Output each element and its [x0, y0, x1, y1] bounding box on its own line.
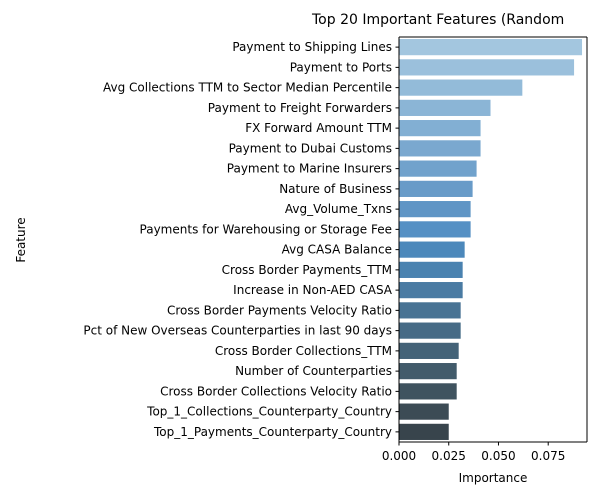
- y-tick-label: Nature of Business: [279, 182, 392, 196]
- y-tick-label: Cross Border Collections_TTM: [215, 344, 392, 358]
- bar-15: [399, 322, 461, 339]
- y-tick-label: Top_1_Payments_Counterparty_Country: [153, 425, 392, 439]
- y-tick-label: Avg_Volume_Txns: [285, 202, 392, 216]
- bar-19: [399, 403, 449, 420]
- y-tick-label: Payment to Ports: [290, 60, 392, 74]
- y-tick-label: Payment to Freight Forwarders: [208, 101, 392, 115]
- bar-16: [399, 342, 459, 359]
- y-tick-label: Payment to Shipping Lines: [232, 40, 392, 54]
- bar-14: [399, 302, 461, 319]
- y-tick-label: Number of Counterparties: [235, 364, 392, 378]
- x-tick-label: 0.000: [382, 449, 416, 463]
- bar-18: [399, 383, 457, 400]
- bar-10: [399, 221, 471, 238]
- x-tick-label: 0.075: [531, 449, 565, 463]
- bar-3: [399, 79, 523, 96]
- y-tick-label: FX Forward Amount TTM: [245, 121, 392, 135]
- bar-1: [399, 39, 583, 56]
- y-tick-label: Cross Border Payments Velocity Ratio: [167, 303, 392, 317]
- y-tick-label: Pct of New Overseas Counterparties in la…: [83, 324, 392, 338]
- bar-20: [399, 423, 449, 440]
- y-tick-label: Cross Border Collections Velocity Ratio: [160, 384, 392, 398]
- x-tick-label: 0.050: [481, 449, 515, 463]
- bar-13: [399, 282, 463, 299]
- y-tick-label: Avg Collections TTM to Sector Median Per…: [103, 81, 392, 95]
- y-tick-labels: Payment to Shipping Lines Payment to Port…: [83, 40, 399, 439]
- bar-9: [399, 201, 471, 218]
- bar-6: [399, 140, 481, 157]
- bar-11: [399, 241, 465, 258]
- bar-12: [399, 261, 463, 278]
- x-ticks: 0.000 0.025 0.050 0.075: [382, 442, 565, 463]
- y-axis-label: Feature: [14, 217, 28, 262]
- bars-layer: [399, 39, 583, 440]
- y-tick-label: Payments for Warehousing or Storage Fee: [140, 222, 392, 236]
- x-tick-label: 0.025: [432, 449, 466, 463]
- y-tick-label: Payment to Dubai Customs: [229, 141, 392, 155]
- y-tick-label: Top_1_Collections_Counterparty_Country: [146, 405, 392, 419]
- y-tick-label: Cross Border Payments_TTM: [222, 263, 392, 277]
- y-tick-label: Increase in Non-AED CASA: [233, 283, 393, 297]
- bar-7: [399, 160, 477, 177]
- bar-17: [399, 363, 457, 380]
- bar-2: [399, 59, 575, 76]
- chart-title: Top 20 Important Features (Random: [311, 12, 564, 28]
- bar-8: [399, 180, 473, 197]
- bar-5: [399, 120, 481, 137]
- y-tick-label: Avg CASA Balance: [282, 243, 392, 257]
- bar-4: [399, 99, 491, 116]
- x-axis-label: Importance: [459, 471, 528, 485]
- y-tick-label: Payment to Marine Insurers: [227, 162, 392, 176]
